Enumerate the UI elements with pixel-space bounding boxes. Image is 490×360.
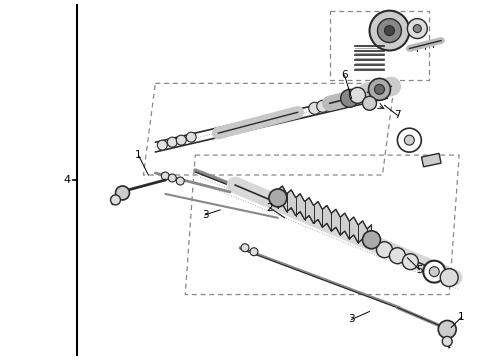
Circle shape	[116, 186, 129, 200]
Bar	[421, 153, 441, 167]
Circle shape	[363, 96, 376, 110]
Circle shape	[414, 24, 421, 32]
Circle shape	[241, 244, 249, 252]
Text: 7: 7	[394, 110, 401, 120]
Circle shape	[368, 78, 391, 100]
Circle shape	[374, 84, 385, 94]
Circle shape	[438, 320, 456, 338]
Circle shape	[157, 140, 167, 150]
Circle shape	[111, 195, 121, 205]
Circle shape	[309, 102, 321, 114]
Circle shape	[269, 189, 287, 207]
Circle shape	[397, 128, 421, 152]
Circle shape	[377, 19, 401, 42]
Text: 2: 2	[267, 203, 273, 213]
Circle shape	[407, 19, 427, 39]
Text: 3: 3	[348, 314, 355, 324]
Circle shape	[341, 89, 359, 107]
Circle shape	[404, 135, 415, 145]
Text: 5: 5	[416, 265, 423, 275]
Circle shape	[176, 177, 184, 185]
Text: 4: 4	[64, 175, 71, 185]
Circle shape	[429, 267, 439, 276]
Circle shape	[176, 135, 186, 145]
Text: 1: 1	[135, 150, 142, 160]
Text: 6: 6	[342, 71, 348, 80]
Circle shape	[167, 137, 177, 147]
Circle shape	[390, 248, 405, 264]
Text: 3: 3	[202, 210, 208, 220]
Circle shape	[385, 26, 394, 36]
Polygon shape	[278, 186, 371, 247]
Circle shape	[442, 336, 452, 346]
Circle shape	[369, 11, 409, 50]
Text: 1: 1	[458, 312, 465, 323]
Circle shape	[376, 242, 392, 258]
Circle shape	[161, 172, 169, 180]
Circle shape	[250, 248, 258, 256]
Circle shape	[349, 87, 366, 103]
Circle shape	[440, 269, 458, 287]
Circle shape	[402, 254, 418, 270]
Circle shape	[363, 231, 380, 249]
Circle shape	[317, 100, 329, 112]
Circle shape	[168, 174, 176, 182]
Circle shape	[186, 132, 196, 142]
Circle shape	[423, 261, 445, 283]
